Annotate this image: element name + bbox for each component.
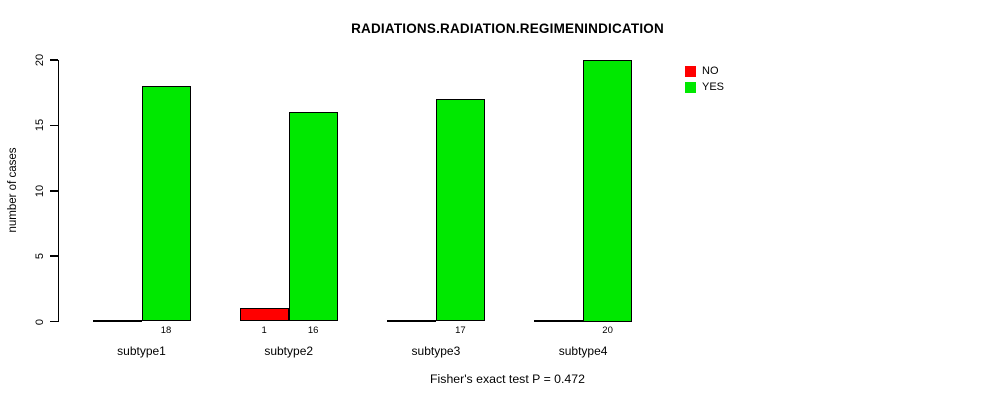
y-axis-label: number of cases [7, 147, 19, 233]
bar-yes-subtype4 [583, 60, 633, 322]
bar-yes-subtype2 [288, 112, 338, 322]
y-tick-label: 15 [34, 119, 46, 132]
bar-no-subtype1-zero [92, 320, 142, 322]
y-axis-tick [49, 124, 58, 127]
category-label-subtype2: subtype2 [264, 343, 314, 358]
bar-no-subtype2 [239, 308, 289, 322]
y-tick-label: 0 [34, 318, 46, 325]
y-axis-tick [49, 190, 58, 192]
bar-count-label: 1 [261, 325, 267, 336]
category-label-subtype1: subtype1 [117, 343, 166, 358]
legend-item-no: NO [685, 65, 724, 77]
category-label-subtype4: subtype4 [558, 343, 608, 358]
y-axis-tick [49, 255, 58, 257]
bar-count-label: 18 [160, 325, 172, 336]
y-axis-line [57, 60, 60, 322]
legend: NO YES [685, 65, 724, 97]
y-tick-label: 10 [34, 184, 46, 197]
legend-label-yes: YES [702, 81, 725, 93]
legend-item-yes: YES [685, 81, 724, 93]
bar-no-subtype4-zero [534, 320, 584, 322]
legend-swatch-yes [685, 81, 696, 93]
y-axis-tick [49, 59, 58, 61]
legend-label-no: NO [702, 65, 719, 77]
category-label-subtype3: subtype3 [411, 343, 461, 358]
y-tick-label: 20 [34, 53, 46, 67]
bar-count-label: 16 [307, 325, 319, 336]
bar-count-label: 17 [455, 325, 466, 336]
chart-title: RADIATIONS.RADIATION.REGIMENINDICATION [351, 21, 664, 36]
bar-no-subtype3-zero [386, 320, 436, 322]
legend-swatch-no [685, 65, 696, 77]
y-tick-label: 5 [34, 253, 46, 260]
bar-count-label: 20 [602, 325, 613, 336]
y-axis-tick [49, 320, 58, 323]
fisher-test-annotation: Fisher's exact test P = 0.472 [430, 372, 585, 386]
bar-yes-subtype3 [435, 99, 485, 322]
bar-yes-subtype1 [141, 86, 191, 322]
